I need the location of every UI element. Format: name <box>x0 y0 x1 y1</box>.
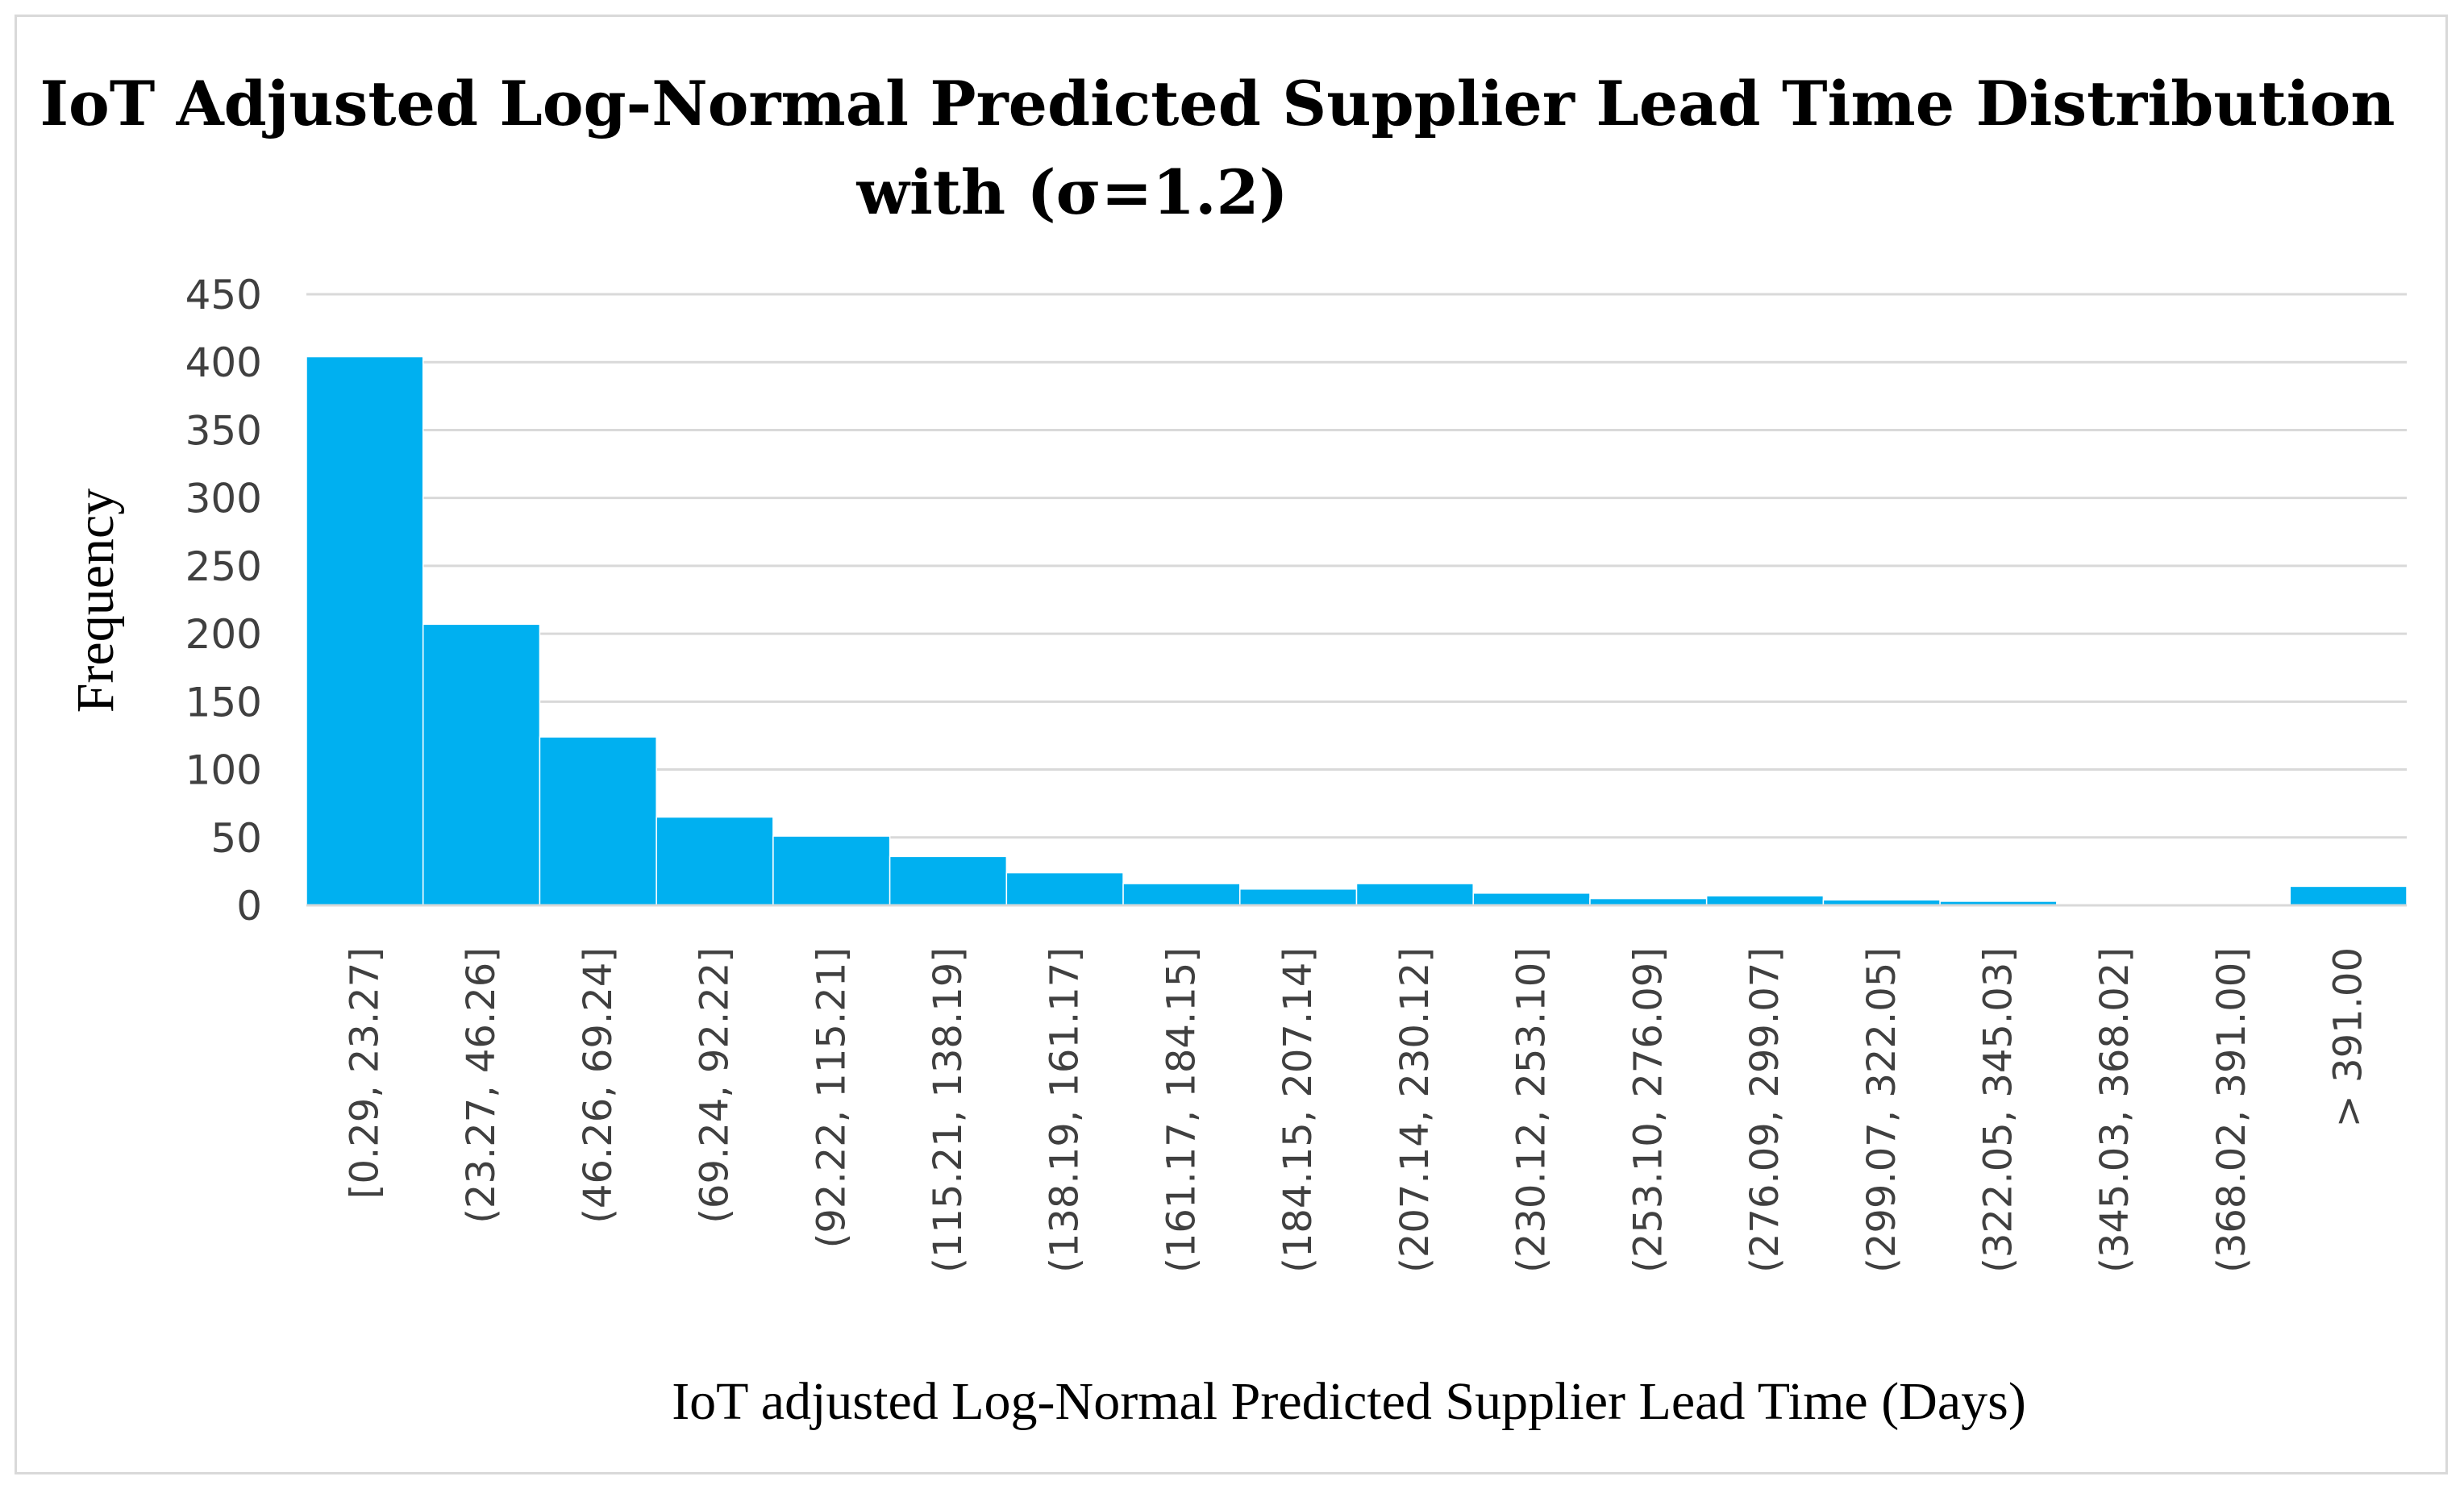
x-category-label: (276.09, 299.07] <box>1742 947 1788 1273</box>
x-category-label: (69.24, 92.22] <box>693 947 738 1224</box>
y-tick-label: 400 <box>185 339 262 386</box>
histogram-bar <box>772 835 891 906</box>
x-category-label: (345.03, 368.02] <box>2092 947 2137 1273</box>
y-tick-label: 150 <box>185 679 262 726</box>
y-tick-label: 100 <box>185 747 262 794</box>
histogram-bar <box>1355 883 1474 906</box>
histogram-bar <box>1705 895 1825 906</box>
x-category-label: (253.10, 276.09] <box>1625 947 1671 1273</box>
bars <box>306 356 2408 906</box>
histogram-bar <box>1239 888 1358 906</box>
chart-title-line-2: with (σ=1.2) <box>856 156 1288 228</box>
histogram-bar <box>889 855 1008 906</box>
x-category-label: (115.21, 138.19] <box>926 947 971 1273</box>
x-category-label: (92.22, 115.21] <box>809 947 854 1248</box>
y-tick-label: 250 <box>185 543 262 590</box>
y-tick-label: 200 <box>185 611 262 658</box>
x-category-label: (322.05, 345.03] <box>1975 947 2021 1273</box>
y-tick-label: 350 <box>185 407 262 454</box>
histogram-bar <box>422 623 541 906</box>
x-category-label: (299.07, 322.05] <box>1859 947 1904 1273</box>
histogram-bar <box>1472 892 1591 906</box>
y-tick-label: 450 <box>185 272 262 318</box>
x-axis-title: IoT adjusted Log-Normal Predicted Suppli… <box>672 1372 2026 1431</box>
x-category-label: > 391.00 <box>2326 947 2371 1127</box>
histogram-bar <box>539 736 657 906</box>
x-category-label: (230.12, 253.10] <box>1509 947 1555 1273</box>
y-axis-tick-labels: 0 50 100 150 200 250 300 350 400 450 <box>185 272 262 930</box>
y-tick-label: 50 <box>210 815 262 862</box>
x-category-label: (138.19, 161.17] <box>1043 947 1088 1273</box>
y-tick-label: 0 <box>236 883 262 930</box>
x-category-label: (23.27, 46.26] <box>459 947 504 1224</box>
histogram-bar <box>1122 883 1241 906</box>
chart-title-line-1: IoT Adjusted Log-Normal Predicted Suppli… <box>40 68 2395 139</box>
x-axis-category-labels: [0.29, 23.27] (23.27, 46.26] (46.26, 69.24… <box>342 947 2370 1273</box>
histogram-bar <box>306 356 424 906</box>
x-category-label: (46.26, 69.24] <box>576 947 621 1224</box>
x-category-label: (184.15, 207.14] <box>1276 947 1321 1273</box>
histogram-bar <box>1005 871 1124 906</box>
x-category-label: [0.29, 23.27] <box>342 947 387 1199</box>
histogram-bar <box>2289 885 2408 906</box>
x-category-label: (207.14, 230.12] <box>1392 947 1438 1273</box>
y-axis-title: Frequency <box>66 489 125 713</box>
y-tick-label: 300 <box>185 476 262 522</box>
histogram-bar <box>656 816 774 906</box>
x-category-label: (161.17, 184.15] <box>1159 947 1204 1273</box>
x-category-label: (368.02, 391.00] <box>2209 947 2254 1273</box>
